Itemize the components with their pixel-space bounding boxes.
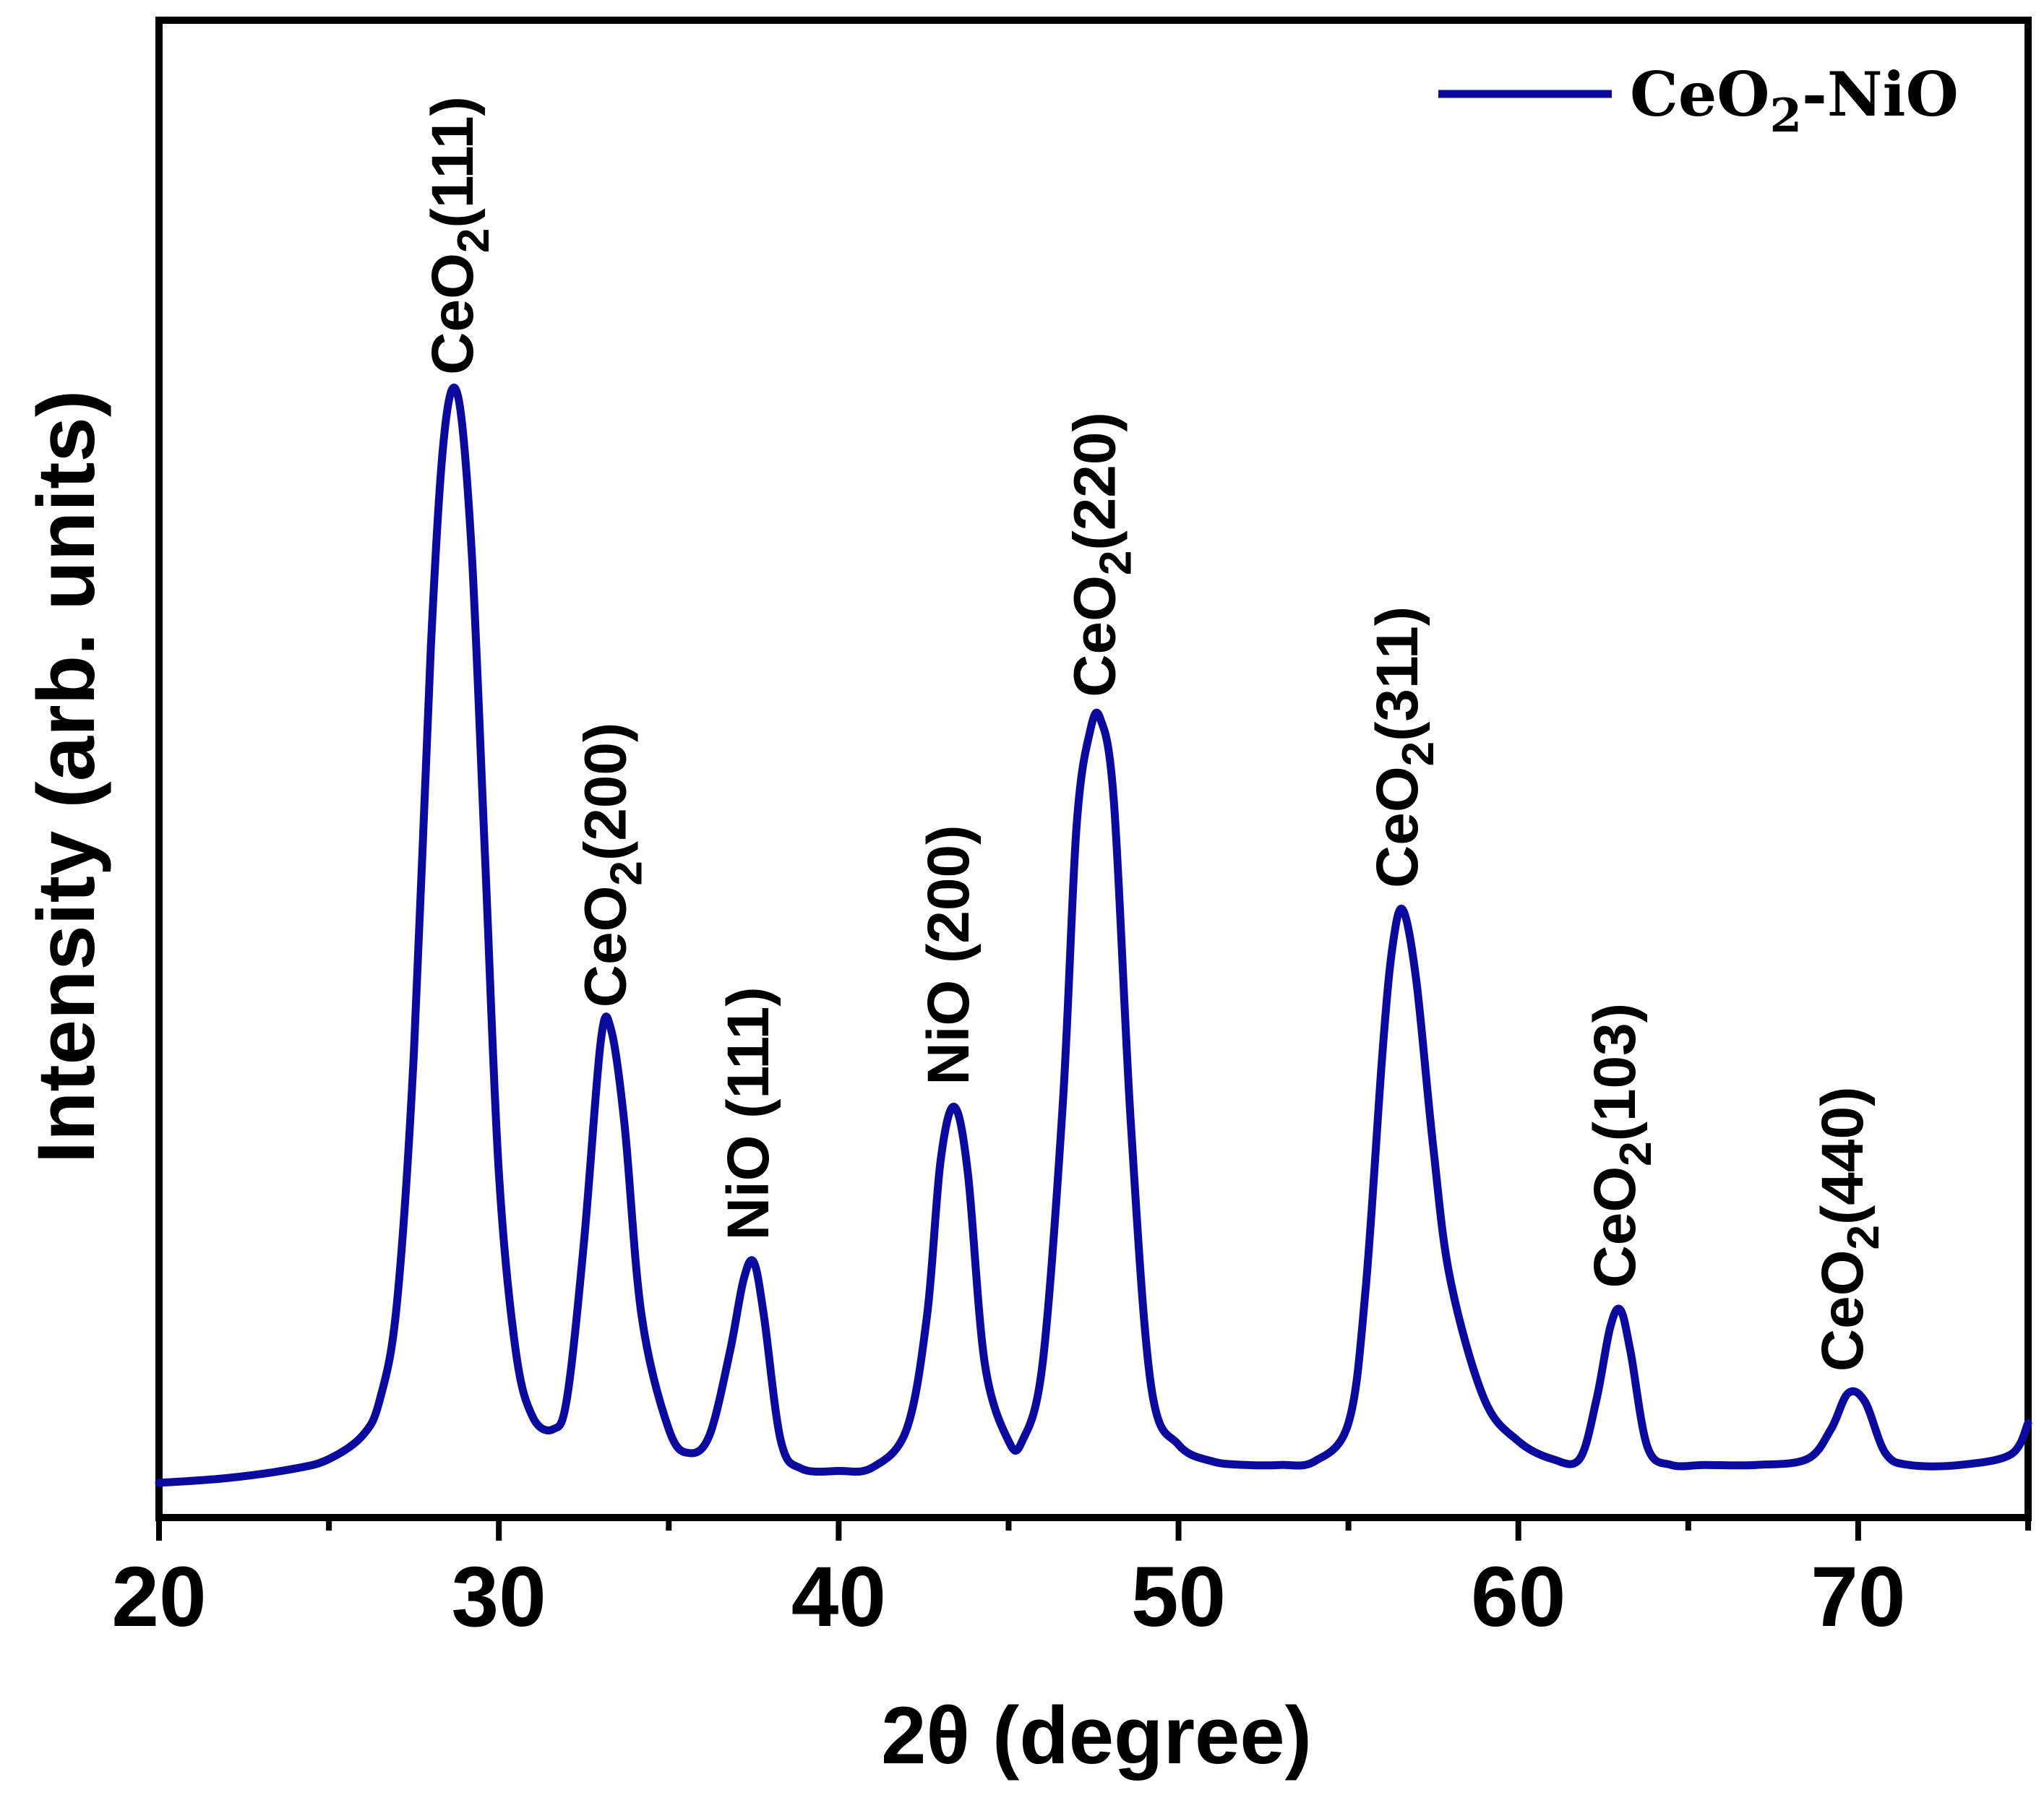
x-tick-label: 30	[452, 1549, 546, 1645]
peak-label-subscript: 2	[449, 228, 499, 253]
peak-label-main: CeO	[1582, 1166, 1648, 1288]
peak-label-main: CeO	[1365, 766, 1430, 888]
x-tick-label: 20	[111, 1549, 206, 1645]
x-axis-label: 2θ (degree)	[881, 1690, 1312, 1781]
peak-label-subscript: 2	[1394, 741, 1443, 766]
peak-label-main: CeO	[1810, 1249, 1876, 1372]
peak-label-main: NiO (200)	[916, 825, 982, 1085]
legend-label: CeO2-NiO	[1630, 59, 1959, 143]
peak-annotations: CeO2(111)CeO2(200)NiO (111)NiO (200)CeO2…	[420, 96, 1889, 1372]
peak-label-hkl: (220)	[1062, 412, 1128, 550]
peak-label: CeO2(440)	[1810, 1087, 1889, 1372]
peak-label: CeO2(103)	[1582, 1003, 1661, 1288]
peak-label-main: CeO	[572, 886, 638, 1008]
peak-label-hkl: (111)	[420, 96, 486, 228]
x-tick-label: 70	[1811, 1549, 1905, 1645]
series-line	[155, 383, 2032, 1487]
x-tick-label: 40	[791, 1549, 886, 1645]
plot-frame	[155, 17, 2032, 1521]
peak-label: CeO2(311)	[1365, 606, 1443, 888]
legend: CeO2-NiO	[1438, 59, 1959, 143]
legend-label-main: CeO	[1630, 59, 1769, 130]
peak-label: CeO2(111)	[420, 96, 499, 374]
peak-label: CeO2(200)	[572, 723, 651, 1008]
peak-label-subscript: 2	[601, 861, 651, 885]
peak-label-main: NiO (111)	[716, 986, 781, 1240]
series-group	[155, 383, 2032, 1487]
peak-label-hkl: (311)	[1365, 606, 1430, 741]
peak-label-hkl: (200)	[572, 723, 638, 861]
x-tick-label: 50	[1131, 1549, 1226, 1645]
peak-label-main: CeO	[420, 253, 486, 375]
peak-label: NiO (111)	[716, 986, 781, 1240]
y-axis-label: Intensity (arb. units)	[21, 390, 111, 1163]
peak-label: CeO2(220)	[1062, 412, 1141, 697]
x-axis-ticks: 20 30 40 50 60 70	[111, 1518, 2031, 1645]
plot-frame-group	[155, 17, 2032, 1521]
peak-label-subscript: 2	[1611, 1141, 1661, 1166]
legend-label-subscript: 2	[1769, 89, 1802, 143]
x-tick-label: 60	[1471, 1549, 1566, 1645]
peak-label: NiO (200)	[916, 825, 982, 1085]
peak-label-main: CeO	[1062, 575, 1128, 697]
peak-label-subscript: 2	[1091, 551, 1141, 575]
peak-label-hkl: (440)	[1810, 1087, 1876, 1225]
legend-label-tail: -NiO	[1802, 59, 1959, 130]
peak-label-hkl: (103)	[1582, 1003, 1648, 1141]
peak-label-subscript: 2	[1839, 1225, 1889, 1249]
